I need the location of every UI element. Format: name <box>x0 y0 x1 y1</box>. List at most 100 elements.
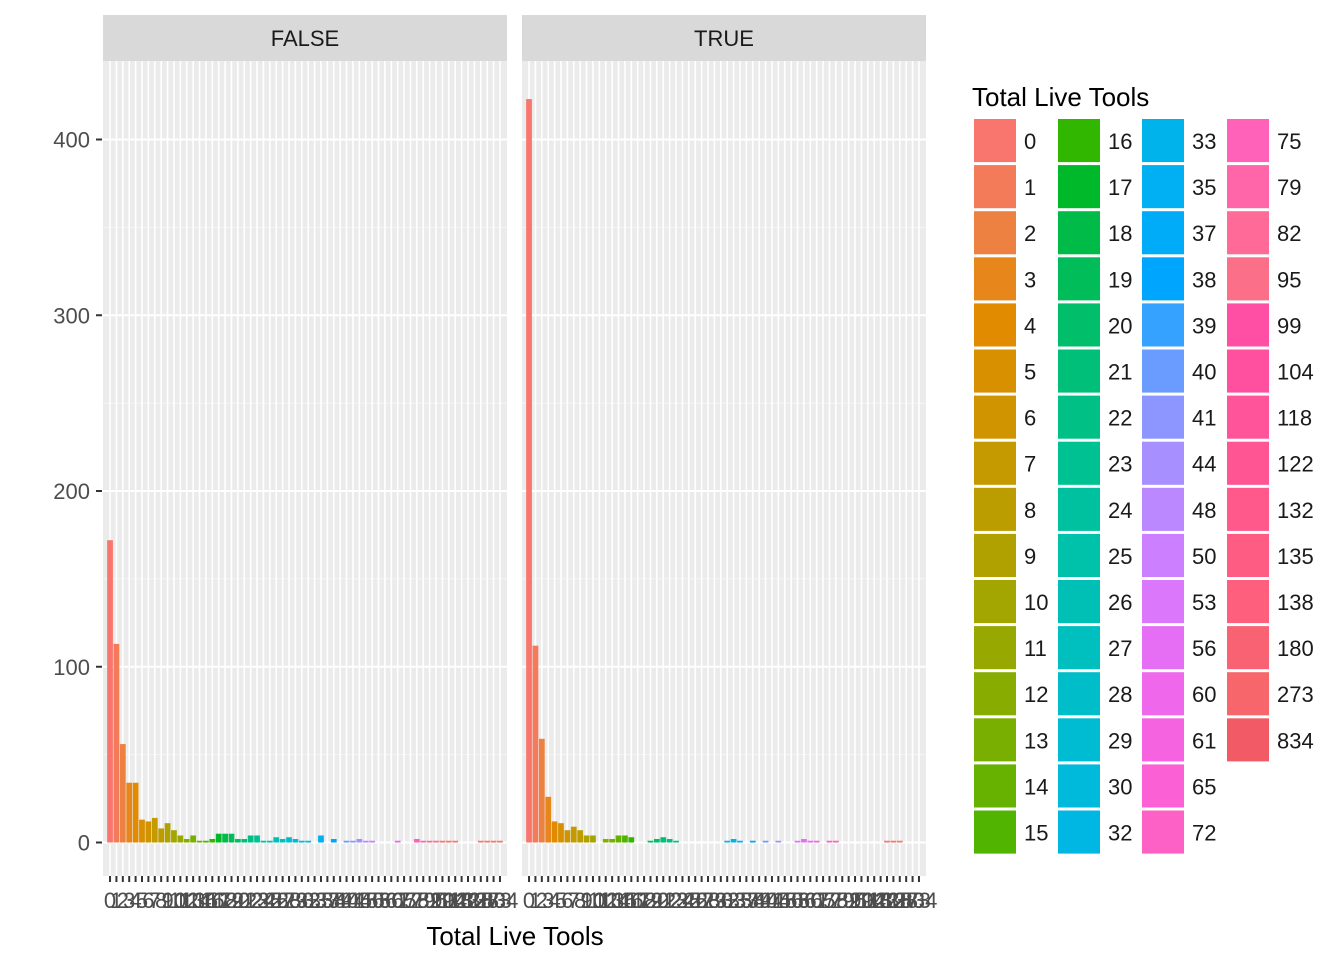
bar-false-13 <box>190 835 197 843</box>
x-tick-label: 37 <box>734 888 758 913</box>
legend-key-label: 4 <box>1024 313 1036 338</box>
legend-title: Total Live Tools <box>972 82 1149 112</box>
x-tick-label: 37 <box>315 888 339 913</box>
legend-key-label: 26 <box>1108 590 1132 615</box>
x-tick-label: 61 <box>385 888 409 913</box>
legend-key-label: 30 <box>1108 774 1132 799</box>
x-tick-label: 40 <box>334 888 358 913</box>
legend-key-label: 118 <box>1277 406 1312 431</box>
bar-false-40 <box>343 840 350 843</box>
x-tick-label: 118 <box>438 888 473 913</box>
x-tick-label: 8 <box>574 888 586 913</box>
facet-panels: FALSE01234567891011121314151617181920212… <box>103 15 937 913</box>
x-tick-label: 33 <box>302 888 326 913</box>
legend-key-label: 21 <box>1108 360 1132 385</box>
legend-key-label: 6 <box>1024 406 1036 431</box>
x-tick-label: 82 <box>417 888 441 913</box>
legend-key-label: 82 <box>1277 221 1301 246</box>
legend-key-label: 48 <box>1192 498 1216 523</box>
x-tick-label: 4 <box>129 888 141 913</box>
x-tick-label: 25 <box>677 888 701 913</box>
legend-key-label: 15 <box>1024 821 1048 846</box>
legend-key-label: 99 <box>1277 313 1301 338</box>
legend-key-swatch <box>1227 441 1269 485</box>
x-tick-label: 180 <box>888 888 925 913</box>
x-tick-label: 79 <box>830 888 854 913</box>
x-tick-label: 20 <box>645 888 669 913</box>
x-tick-label: 32 <box>296 888 320 913</box>
x-tick-label: 24 <box>670 888 694 913</box>
bar-true-7 <box>570 826 577 843</box>
x-tick-label: 28 <box>696 888 720 913</box>
legend-key-swatch <box>974 119 1016 163</box>
x-tick-label: 21 <box>232 888 256 913</box>
bar-true-75 <box>832 840 839 843</box>
x-tick-label: 41 <box>760 888 784 913</box>
x-tick-label: 95 <box>843 888 867 913</box>
legend-key-label: 0 <box>1024 129 1036 154</box>
legend-key-label: 834 <box>1277 728 1314 753</box>
x-tick-label: 28 <box>277 888 301 913</box>
bar-true-38 <box>749 840 756 843</box>
legend-key-swatch <box>1142 487 1184 531</box>
x-tick-label: 16 <box>619 888 643 913</box>
legend-key-swatch <box>1227 395 1269 439</box>
x-tick-label: 132 <box>450 888 487 913</box>
bar-true-53 <box>794 840 801 843</box>
bar-false-79 <box>420 840 427 843</box>
legend-key-swatch <box>1142 718 1184 762</box>
legend-key-swatch <box>1058 764 1100 808</box>
bar-true-10 <box>590 835 596 843</box>
legend-key-label: 135 <box>1277 544 1314 569</box>
x-tick-label: 15 <box>194 888 218 913</box>
x-tick-label: 2 <box>117 888 129 913</box>
bar-false-21 <box>241 838 248 843</box>
bar-true-40 <box>762 840 769 843</box>
bar-true-44 <box>775 840 782 843</box>
bar-false-11 <box>177 835 184 843</box>
legend-key-swatch <box>974 718 1016 762</box>
x-tick-label: 26 <box>683 888 707 913</box>
x-tick-label: 32 <box>715 888 739 913</box>
bar-false-38 <box>330 838 337 843</box>
bar-false-20 <box>235 838 241 843</box>
x-tick-label: 50 <box>779 888 803 913</box>
bar-true-12 <box>602 838 609 843</box>
legend-key-label: 29 <box>1108 728 1132 753</box>
bar-false-22 <box>247 835 254 843</box>
legend-key-label: 22 <box>1108 406 1132 431</box>
bar-false-44 <box>356 838 363 843</box>
x-tick-label: 19 <box>219 888 243 913</box>
bar-false-35 <box>318 835 324 843</box>
legend-key-swatch <box>1058 487 1100 531</box>
legend-key-swatch <box>1227 533 1269 577</box>
legend-key-swatch <box>974 764 1016 808</box>
x-tick-label: 9 <box>161 888 173 913</box>
legend-key-label: 39 <box>1192 313 1216 338</box>
x-tick-label: 99 <box>849 888 873 913</box>
x-tick-label: 17 <box>625 888 649 913</box>
legend-key-label: 27 <box>1108 636 1132 661</box>
x-tick-label: 10 <box>162 888 186 913</box>
x-tick-label: 3 <box>542 888 554 913</box>
legend-key-swatch <box>974 580 1016 624</box>
legend-key-swatch <box>1142 672 1184 716</box>
legend-key-label: 95 <box>1277 267 1301 292</box>
x-tick-label: 104 <box>430 888 467 913</box>
bar-false-75 <box>413 838 420 843</box>
legend-key-label: 122 <box>1277 452 1314 477</box>
legend-key-swatch <box>1142 165 1184 209</box>
x-tick-label: 61 <box>804 888 828 913</box>
legend-key-swatch <box>1142 580 1184 624</box>
y-tick-label: 100 <box>53 655 90 680</box>
bar-false-15 <box>203 840 209 843</box>
legend-key-label: 10 <box>1024 590 1048 615</box>
y-tick-label: 0 <box>78 831 90 856</box>
x-tick-label: 56 <box>373 888 397 913</box>
legend-key-swatch <box>1227 303 1269 347</box>
legend-key-label: 53 <box>1192 590 1216 615</box>
x-tick-label: 38 <box>741 888 765 913</box>
legend-key-label: 9 <box>1024 544 1036 569</box>
facet-strip-label: TRUE <box>694 26 754 51</box>
bar-false-25 <box>266 840 273 843</box>
